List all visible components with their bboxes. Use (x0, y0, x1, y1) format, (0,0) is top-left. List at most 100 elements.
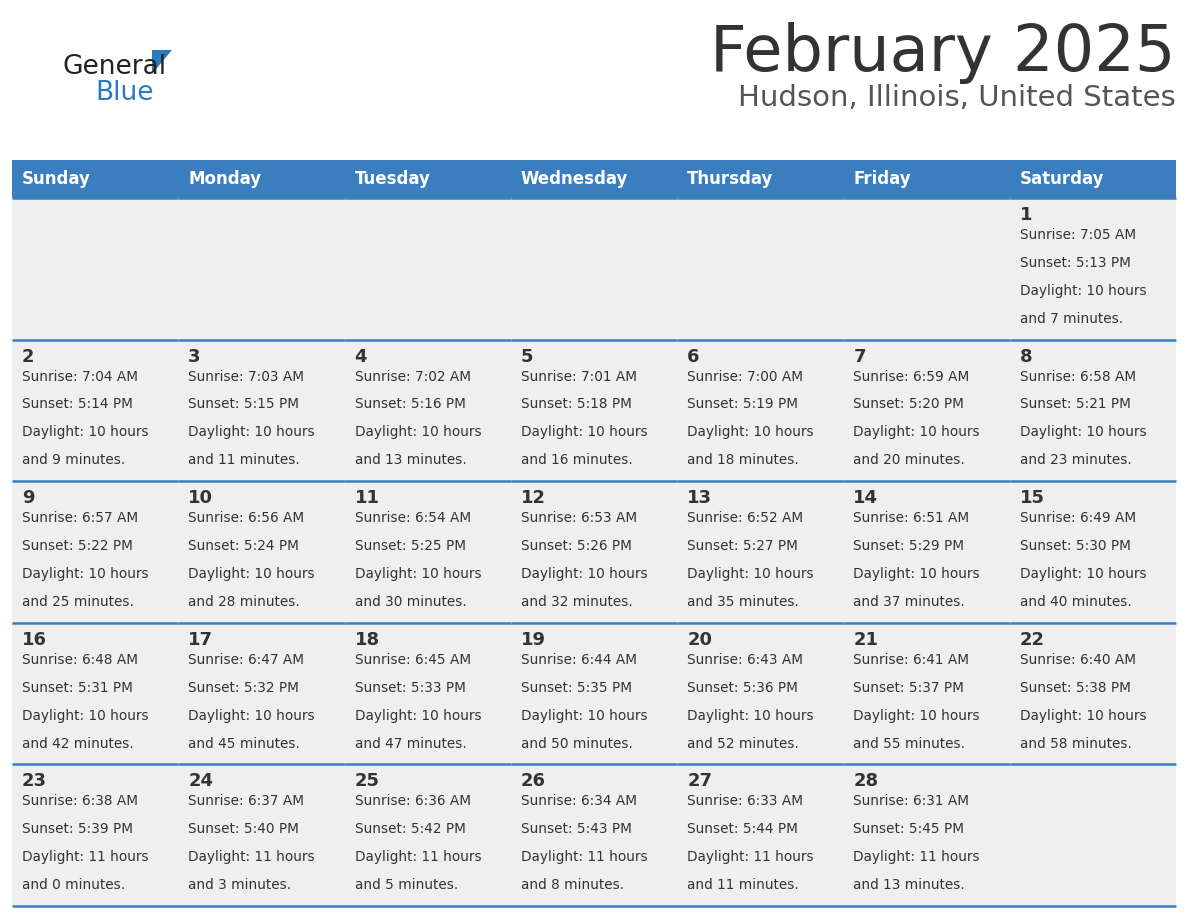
Text: Sunset: 5:19 PM: Sunset: 5:19 PM (687, 397, 798, 411)
Text: Sunrise: 6:43 AM: Sunrise: 6:43 AM (687, 653, 803, 666)
FancyBboxPatch shape (511, 622, 677, 765)
Text: and 50 minutes.: and 50 minutes. (520, 736, 633, 751)
Text: 1: 1 (1019, 206, 1032, 224)
Text: Daylight: 10 hours: Daylight: 10 hours (687, 425, 814, 440)
Text: Sunrise: 6:31 AM: Sunrise: 6:31 AM (853, 794, 969, 809)
Text: Sunrise: 6:34 AM: Sunrise: 6:34 AM (520, 794, 637, 809)
Text: Sunset: 5:27 PM: Sunset: 5:27 PM (687, 539, 798, 554)
Text: Sunset: 5:30 PM: Sunset: 5:30 PM (1019, 539, 1131, 554)
FancyBboxPatch shape (1010, 198, 1176, 340)
Text: 28: 28 (853, 772, 879, 790)
Text: 25: 25 (354, 772, 380, 790)
Text: and 9 minutes.: and 9 minutes. (23, 453, 125, 467)
FancyBboxPatch shape (1010, 481, 1176, 622)
Text: Daylight: 10 hours: Daylight: 10 hours (520, 425, 647, 440)
Text: Sunset: 5:22 PM: Sunset: 5:22 PM (23, 539, 133, 554)
Text: and 5 minutes.: and 5 minutes. (354, 879, 457, 892)
Text: and 55 minutes.: and 55 minutes. (853, 736, 966, 751)
Text: and 11 minutes.: and 11 minutes. (687, 879, 798, 892)
Text: Daylight: 10 hours: Daylight: 10 hours (354, 567, 481, 581)
Text: Sunset: 5:38 PM: Sunset: 5:38 PM (1019, 681, 1131, 695)
FancyBboxPatch shape (12, 481, 178, 622)
Text: 8: 8 (1019, 348, 1032, 365)
Text: and 45 minutes.: and 45 minutes. (188, 736, 301, 751)
Text: Daylight: 10 hours: Daylight: 10 hours (1019, 567, 1146, 581)
Text: Daylight: 10 hours: Daylight: 10 hours (1019, 425, 1146, 440)
Text: Sunrise: 6:33 AM: Sunrise: 6:33 AM (687, 794, 803, 809)
Text: and 30 minutes.: and 30 minutes. (354, 595, 467, 609)
Text: 23: 23 (23, 772, 48, 790)
Text: Tuesday: Tuesday (354, 170, 430, 188)
Text: 5: 5 (520, 348, 533, 365)
FancyBboxPatch shape (345, 765, 511, 906)
Text: Sunset: 5:24 PM: Sunset: 5:24 PM (188, 539, 299, 554)
FancyBboxPatch shape (511, 198, 677, 340)
FancyBboxPatch shape (178, 622, 345, 765)
Text: Daylight: 11 hours: Daylight: 11 hours (23, 850, 148, 864)
Text: 18: 18 (354, 631, 380, 649)
Text: Sunrise: 6:52 AM: Sunrise: 6:52 AM (687, 511, 803, 525)
Text: February 2025: February 2025 (710, 22, 1176, 84)
Text: Sunrise: 6:51 AM: Sunrise: 6:51 AM (853, 511, 969, 525)
Text: 7: 7 (853, 348, 866, 365)
FancyBboxPatch shape (12, 765, 178, 906)
Text: Sunset: 5:14 PM: Sunset: 5:14 PM (23, 397, 133, 411)
Text: Sunrise: 7:01 AM: Sunrise: 7:01 AM (520, 370, 637, 384)
FancyBboxPatch shape (1010, 340, 1176, 481)
Text: 11: 11 (354, 489, 380, 508)
Text: Sunset: 5:37 PM: Sunset: 5:37 PM (853, 681, 965, 695)
Text: Daylight: 11 hours: Daylight: 11 hours (354, 850, 481, 864)
FancyBboxPatch shape (1010, 622, 1176, 765)
Text: 17: 17 (188, 631, 214, 649)
Text: 13: 13 (687, 489, 712, 508)
Text: and 20 minutes.: and 20 minutes. (853, 453, 965, 467)
Text: 9: 9 (23, 489, 34, 508)
FancyBboxPatch shape (677, 340, 843, 481)
Text: Daylight: 10 hours: Daylight: 10 hours (687, 567, 814, 581)
Text: and 23 minutes.: and 23 minutes. (1019, 453, 1131, 467)
Text: Sunrise: 6:36 AM: Sunrise: 6:36 AM (354, 794, 470, 809)
Text: Sunset: 5:33 PM: Sunset: 5:33 PM (354, 681, 466, 695)
Text: Sunset: 5:40 PM: Sunset: 5:40 PM (188, 823, 299, 836)
FancyBboxPatch shape (677, 765, 843, 906)
Text: Sunset: 5:15 PM: Sunset: 5:15 PM (188, 397, 299, 411)
FancyBboxPatch shape (677, 198, 843, 340)
Text: Sunrise: 6:56 AM: Sunrise: 6:56 AM (188, 511, 304, 525)
FancyBboxPatch shape (843, 340, 1010, 481)
Text: Sunrise: 6:45 AM: Sunrise: 6:45 AM (354, 653, 470, 666)
Text: Thursday: Thursday (687, 170, 773, 188)
Text: 12: 12 (520, 489, 545, 508)
FancyBboxPatch shape (12, 622, 178, 765)
Text: Sunrise: 6:40 AM: Sunrise: 6:40 AM (1019, 653, 1136, 666)
Text: Sunset: 5:42 PM: Sunset: 5:42 PM (354, 823, 466, 836)
FancyBboxPatch shape (843, 481, 1010, 622)
Text: Sunrise: 6:38 AM: Sunrise: 6:38 AM (23, 794, 138, 809)
Text: 14: 14 (853, 489, 878, 508)
Text: Friday: Friday (853, 170, 911, 188)
Text: Daylight: 10 hours: Daylight: 10 hours (23, 709, 148, 722)
Text: Sunset: 5:31 PM: Sunset: 5:31 PM (23, 681, 133, 695)
Text: Sunset: 5:35 PM: Sunset: 5:35 PM (520, 681, 632, 695)
Text: 22: 22 (1019, 631, 1044, 649)
Text: Sunrise: 6:57 AM: Sunrise: 6:57 AM (23, 511, 138, 525)
FancyBboxPatch shape (12, 340, 178, 481)
Text: Sunrise: 6:48 AM: Sunrise: 6:48 AM (23, 653, 138, 666)
Text: Daylight: 11 hours: Daylight: 11 hours (687, 850, 814, 864)
Text: Sunrise: 6:37 AM: Sunrise: 6:37 AM (188, 794, 304, 809)
Text: 16: 16 (23, 631, 48, 649)
Text: and 47 minutes.: and 47 minutes. (354, 736, 467, 751)
Text: Sunrise: 6:44 AM: Sunrise: 6:44 AM (520, 653, 637, 666)
Text: and 42 minutes.: and 42 minutes. (23, 736, 134, 751)
Text: and 16 minutes.: and 16 minutes. (520, 453, 632, 467)
Text: Sunset: 5:16 PM: Sunset: 5:16 PM (354, 397, 466, 411)
Text: Sunset: 5:32 PM: Sunset: 5:32 PM (188, 681, 299, 695)
FancyBboxPatch shape (511, 765, 677, 906)
FancyBboxPatch shape (677, 160, 843, 198)
FancyBboxPatch shape (843, 765, 1010, 906)
Text: 15: 15 (1019, 489, 1044, 508)
Text: Monday: Monday (188, 170, 261, 188)
Text: and 13 minutes.: and 13 minutes. (354, 453, 467, 467)
Text: and 35 minutes.: and 35 minutes. (687, 595, 800, 609)
Text: Daylight: 10 hours: Daylight: 10 hours (354, 709, 481, 722)
Text: Daylight: 10 hours: Daylight: 10 hours (188, 709, 315, 722)
